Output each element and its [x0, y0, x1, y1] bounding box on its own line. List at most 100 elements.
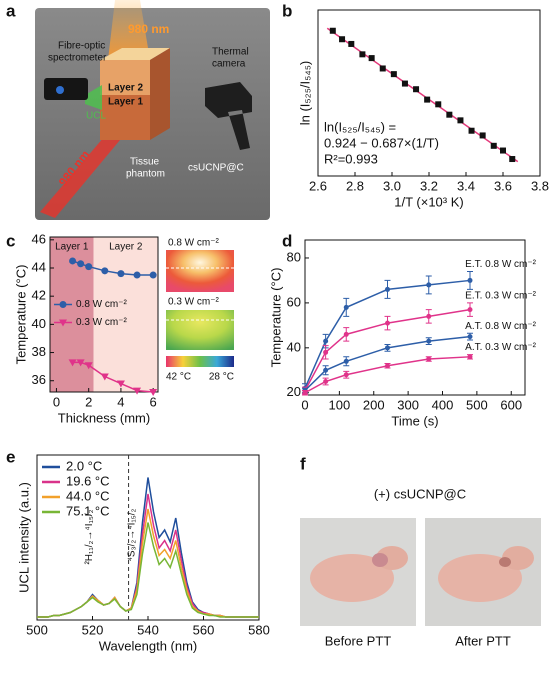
- x-tick-label: 4: [117, 394, 124, 409]
- point: [385, 320, 390, 326]
- point: [76, 359, 85, 367]
- point: [446, 111, 453, 118]
- y-tick-label: 46: [32, 231, 46, 246]
- point: [426, 282, 432, 288]
- series-label: A.T. 0.8 W cm⁻²: [465, 321, 537, 332]
- x-tick-label: 500: [26, 622, 48, 637]
- x-tick-label: 500: [466, 397, 488, 412]
- y-tick-label: 36: [32, 372, 46, 387]
- point: [509, 156, 516, 163]
- plot-frame: [304, 239, 526, 396]
- mouse-spot: [372, 553, 388, 567]
- point: [149, 389, 158, 396]
- legend-label: 0.3 W cm⁻²: [76, 317, 128, 328]
- legend-label: 19.6 °C: [66, 473, 110, 488]
- point: [467, 277, 473, 283]
- phantom-label: Tissue: [130, 157, 160, 168]
- phantom-label: phantom: [126, 169, 165, 180]
- x-axis-label: Wavelength (nm): [99, 638, 198, 653]
- point: [323, 349, 329, 355]
- device-label: Thermal: [212, 47, 249, 58]
- annotation: 0.924 − 0.687×(1/T): [324, 135, 439, 150]
- device-label: spectrometer: [48, 53, 107, 64]
- thermal-camera: [205, 82, 252, 150]
- x-tick-label: 0: [301, 397, 308, 412]
- x-tick-label: 3.6: [494, 178, 512, 193]
- point: [329, 27, 336, 34]
- x-axis-label: 1/T (×10³ K): [394, 194, 463, 209]
- x-tick-label: 2.6: [309, 178, 327, 193]
- point: [85, 263, 93, 271]
- annotation: ²H₁₁/₂→⁴I₁₅/₂: [84, 509, 95, 564]
- series-line: [304, 356, 471, 394]
- point: [149, 271, 157, 279]
- point: [368, 55, 375, 62]
- thermal-label: 0.8 W cm⁻²: [168, 238, 220, 249]
- point: [133, 387, 142, 395]
- point: [457, 117, 464, 124]
- point: [426, 313, 432, 319]
- cube-top: [100, 48, 170, 60]
- colorbar: [166, 356, 234, 367]
- series-label: E.T. 0.8 W cm⁻²: [465, 259, 537, 270]
- panel-label: c: [6, 231, 15, 250]
- panel-label: b: [282, 1, 292, 20]
- thermal-image: [166, 310, 234, 350]
- y-axis-label: ln (I₅₂₅/I₅₄₅): [297, 61, 312, 126]
- x-tick-label: 2: [85, 394, 92, 409]
- x-tick-label: 200: [363, 397, 385, 412]
- panel-label: a: [6, 1, 16, 20]
- y-tick-label: 20: [287, 384, 301, 399]
- legend-label: 44.0 °C: [66, 488, 110, 503]
- legend-label: 0.8 W cm⁻²: [76, 299, 128, 310]
- point: [323, 367, 329, 373]
- x-tick-label: 3.8: [531, 178, 549, 193]
- layer-label: Layer 2: [108, 83, 143, 94]
- photo-title: (+) csUCNP@C: [374, 486, 466, 501]
- panel-label: d: [282, 231, 292, 250]
- region-label: Layer 1: [55, 242, 89, 253]
- x-tick-label: 600: [500, 397, 522, 412]
- point: [343, 331, 349, 337]
- cube-side: [150, 48, 170, 140]
- y-axis-label: Temperature (°C): [13, 265, 28, 365]
- point: [379, 65, 386, 72]
- x-tick-label: 540: [137, 622, 159, 637]
- top-beam: [108, 0, 150, 60]
- plot-frame: [49, 236, 159, 393]
- point: [467, 307, 473, 313]
- point: [467, 354, 473, 360]
- beam-label: 980 nm: [128, 22, 169, 36]
- annotation: R²=0.993: [324, 151, 378, 166]
- cube-layer: [100, 60, 150, 95]
- x-axis-label: Time (s): [391, 413, 438, 428]
- point: [424, 96, 431, 103]
- y-tick-label: 42: [32, 288, 46, 303]
- point: [435, 101, 442, 108]
- x-tick-label: 580: [248, 622, 270, 637]
- device-label: camera: [212, 59, 246, 70]
- spectrometer-lens: [56, 86, 64, 94]
- point: [323, 338, 329, 344]
- panel-label: f: [300, 454, 306, 473]
- y-tick-label: 40: [287, 339, 301, 354]
- point: [401, 80, 408, 87]
- thermal-label: 0.3 W cm⁻²: [168, 297, 220, 308]
- point: [69, 257, 77, 265]
- point: [77, 260, 85, 268]
- thermal-image: [166, 250, 234, 292]
- x-tick-label: 3.4: [457, 178, 475, 193]
- point: [101, 267, 109, 275]
- annotation: ln(I₅₂₅/I₅₄₅) =: [324, 119, 396, 134]
- point: [323, 379, 329, 385]
- x-tick-label: 6: [150, 394, 157, 409]
- series-label: E.T. 0.3 W cm⁻²: [465, 291, 537, 302]
- legend-marker: [59, 319, 67, 327]
- y-axis-label: Temperature (°C): [268, 268, 283, 368]
- particle-label: csUCNP@C: [188, 163, 244, 174]
- series-line: [37, 522, 259, 618]
- series-line: [304, 308, 471, 391]
- annotation: ⁴S₃/₂→⁴I₁₅/₂: [126, 508, 137, 561]
- point: [385, 345, 390, 351]
